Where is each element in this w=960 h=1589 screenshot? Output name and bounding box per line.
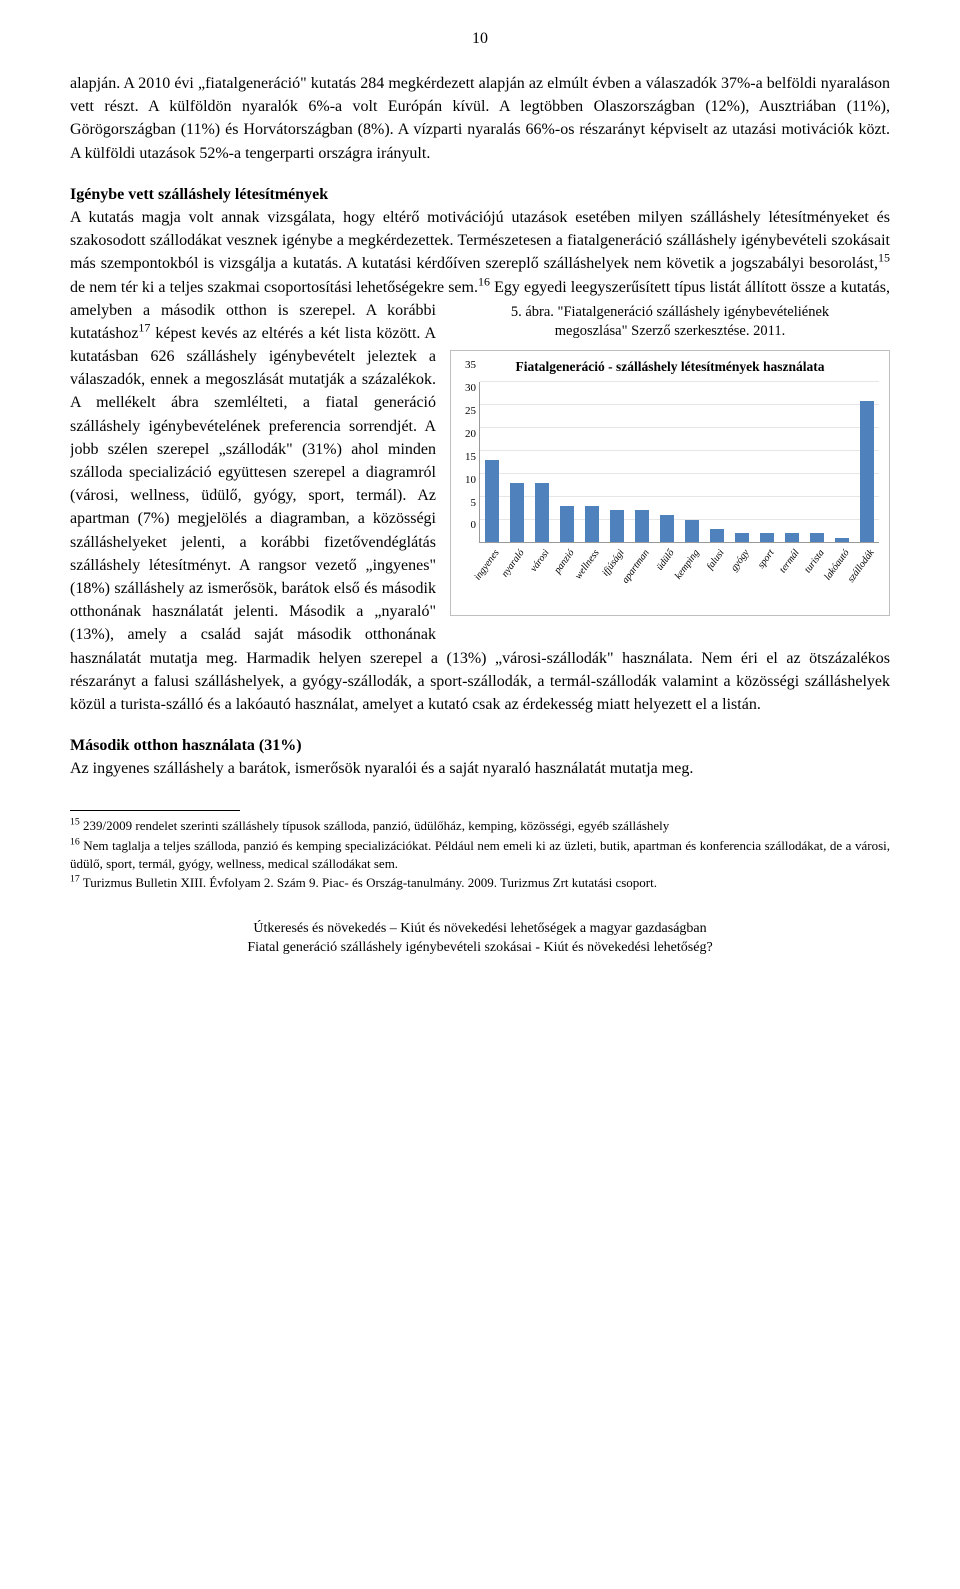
footnote-num-15: 15 <box>70 817 80 828</box>
para2-pre: A kutatás magja volt annak vizsgálata, h… <box>70 209 890 272</box>
chart-bar <box>710 529 724 543</box>
chart-title: Fiatalgeneráció - szálláshely létesítmén… <box>457 357 883 377</box>
footnote-17: 17 Turizmus Bulletin XIII. Évfolyam 2. S… <box>70 874 890 892</box>
chart-xlabel: turista <box>808 543 826 613</box>
figure-caption: 5. ábra. "Fiatalgeneráció szálláshely ig… <box>450 303 890 342</box>
footnote-16: 16 Nem taglalja a teljes szálloda, panzi… <box>70 837 890 872</box>
footnote-text-17: Turizmus Bulletin XIII. Évfolyam 2. Szám… <box>80 875 657 890</box>
chart-xlabel: szállodák <box>858 543 876 613</box>
figure-caption-line2: megoszlása" Szerző szerkesztése. 2011. <box>555 323 785 339</box>
chart-xlabel: apartman <box>633 543 651 613</box>
chart-xlabel: panzió <box>558 543 576 613</box>
heading-second-home: Második otthon használata (31%) <box>70 734 890 757</box>
chart-plot-area: 05101520253035 <box>479 382 879 543</box>
chart-bar <box>860 401 874 543</box>
footnote-num-17: 17 <box>70 874 80 885</box>
chart-bar <box>660 515 674 542</box>
chart-xlabel: gyógy <box>733 543 751 613</box>
chart-xlabel: falusi <box>708 543 726 613</box>
chart-xlabel: wellness <box>583 543 601 613</box>
footer-line1: Útkeresés és növekedés – Kiút és növeked… <box>253 921 706 936</box>
chart-ytick: 15 <box>458 450 476 466</box>
chart-xlabels: ingyenesnyaralóvárosipanziówellnessifjús… <box>479 543 879 613</box>
chart-ytick: 0 <box>458 518 476 534</box>
footnote-ref-17: 17 <box>138 321 150 335</box>
footnote-separator <box>70 810 240 811</box>
para2-mid1: de nem tér ki a teljes szakmai csoportos… <box>70 279 478 296</box>
footnote-ref-15: 15 <box>878 251 890 265</box>
chart-bar <box>560 506 574 543</box>
chart-ytick: 25 <box>458 404 476 420</box>
figure-caption-line1: 5. ábra. "Fiatalgeneráció szálláshely ig… <box>511 304 829 320</box>
footer-line2: Fiatal generáció szálláshely igénybevéte… <box>247 940 712 955</box>
chart-xlabel: kemping <box>683 543 701 613</box>
chart-xlabel: nyaraló <box>508 543 526 613</box>
chart-ytick: 35 <box>458 358 476 374</box>
chart-xlabel: termál <box>783 543 801 613</box>
chart-bar <box>585 506 599 543</box>
chart-bar <box>685 520 699 543</box>
chart-bar <box>635 510 649 542</box>
chart-xlabel: városi <box>533 543 551 613</box>
chart-bars <box>480 382 879 542</box>
chart-bar <box>810 533 824 542</box>
chart-bar <box>785 533 799 542</box>
chart-ytick: 30 <box>458 381 476 397</box>
heading-accommodation: Igénybe vett szálláshely létesítmények <box>70 183 890 206</box>
chart-container: Fiatalgeneráció - szálláshely létesítmén… <box>450 350 890 617</box>
chart-bar <box>835 538 849 543</box>
footnote-text-15: 239/2009 rendelet szerinti szálláshely t… <box>80 818 670 833</box>
chart-xlabel: üdülő <box>658 543 676 613</box>
chart-bar <box>735 533 749 542</box>
chart-ytick: 10 <box>458 473 476 489</box>
chart-xlabel: sport <box>758 543 776 613</box>
page-footer: Útkeresés és növekedés – Kiút és növeked… <box>70 920 890 958</box>
chart-bar <box>760 533 774 542</box>
paragraph-3: Az ingyenes szálláshely a barátok, ismer… <box>70 757 890 780</box>
chart-bar <box>610 510 624 542</box>
chart-bar <box>485 460 499 542</box>
chart-ytick: 20 <box>458 427 476 443</box>
footnote-num-16: 16 <box>70 837 80 848</box>
paragraph-1: alapján. A 2010 évi „fiatalgeneráció" ku… <box>70 72 890 165</box>
section-accommodation: Igénybe vett szálláshely létesítmények A… <box>70 183 890 716</box>
page-number: 10 <box>70 30 890 48</box>
footnote-ref-16: 16 <box>478 274 490 288</box>
footnote-text-16: Nem taglalja a teljes szálloda, panzió é… <box>70 838 890 871</box>
chart-xlabel: ingyenes <box>483 543 501 613</box>
paragraph-2-wrapped: A kutatás magja volt annak vizsgálata, h… <box>70 206 890 716</box>
footnote-15: 15 239/2009 rendelet szerinti szálláshel… <box>70 817 890 835</box>
chart-bar <box>535 483 549 542</box>
figure-5: 5. ábra. "Fiatalgeneráció szálláshely ig… <box>450 303 890 617</box>
chart-bar <box>510 483 524 542</box>
chart-ytick: 5 <box>458 496 476 512</box>
